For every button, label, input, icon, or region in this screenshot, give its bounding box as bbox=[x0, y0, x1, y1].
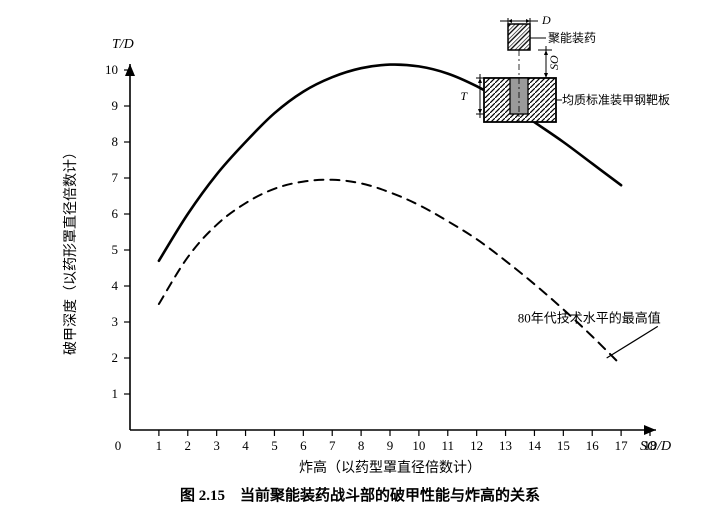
x-tick-label: 16 bbox=[586, 438, 600, 453]
x-axis-label: 炸高（以药型罩直径倍数计） bbox=[299, 459, 481, 476]
x-tick-label: 8 bbox=[358, 438, 365, 453]
x-tick-label: 14 bbox=[528, 438, 542, 453]
y-tick-label: 9 bbox=[112, 98, 119, 113]
series-1980s-max bbox=[159, 180, 621, 365]
x-tick-label: 5 bbox=[271, 438, 278, 453]
chart-container: 123456789101112131415161718012345678910T… bbox=[0, 0, 720, 524]
y-tick-label: 1 bbox=[112, 386, 119, 401]
plate-label: 均质标准装甲钢靶板 bbox=[562, 93, 670, 107]
dim-T: T bbox=[460, 89, 468, 103]
x-tick-label: 4 bbox=[242, 438, 249, 453]
x-tick-label: 2 bbox=[185, 438, 192, 453]
dim-SO: SO bbox=[547, 55, 561, 70]
annotation-leader bbox=[607, 326, 658, 358]
charge-label: 聚能装药 bbox=[548, 31, 596, 45]
origin-label: 0 bbox=[115, 438, 122, 453]
x-tick-label: 17 bbox=[615, 438, 629, 453]
chart-svg: 123456789101112131415161718012345678910T… bbox=[0, 0, 720, 524]
x-tick-label: 13 bbox=[499, 438, 512, 453]
x-tick-label: 15 bbox=[557, 438, 570, 453]
y-tick-label: 4 bbox=[112, 278, 119, 293]
x-tick-label: 9 bbox=[387, 438, 394, 453]
x-axis-title: SO/D bbox=[640, 439, 671, 454]
x-tick-label: 11 bbox=[442, 438, 455, 453]
y-axis-title: T/D bbox=[112, 37, 134, 52]
y-tick-label: 5 bbox=[112, 242, 119, 257]
y-tick-label: 2 bbox=[112, 350, 119, 365]
y-tick-label: 8 bbox=[112, 134, 119, 149]
y-tick-label: 3 bbox=[112, 314, 119, 329]
y-tick-label: 10 bbox=[105, 62, 118, 77]
inset-diagram: D 聚能装药 SO T 均质标准装甲钢靶板 bbox=[460, 13, 670, 122]
x-tick-label: 3 bbox=[213, 438, 220, 453]
x-tick-label: 6 bbox=[300, 438, 307, 453]
dim-D: D bbox=[541, 13, 551, 27]
y-tick-label: 7 bbox=[112, 170, 119, 185]
x-tick-label: 12 bbox=[470, 438, 483, 453]
x-tick-label: 10 bbox=[412, 438, 425, 453]
figure-caption: 图 2.15 当前聚能装药战斗部的破甲性能与炸高的关系 bbox=[180, 486, 540, 504]
series-1980s-label: 80年代技术水平的最高值 bbox=[518, 310, 661, 325]
y-axis-label: 破甲深度（以药形罩直径倍数计） bbox=[62, 145, 79, 355]
x-tick-label: 1 bbox=[156, 438, 163, 453]
charge-rect bbox=[508, 24, 530, 50]
x-tick-label: 7 bbox=[329, 438, 336, 453]
y-tick-label: 6 bbox=[112, 206, 119, 221]
